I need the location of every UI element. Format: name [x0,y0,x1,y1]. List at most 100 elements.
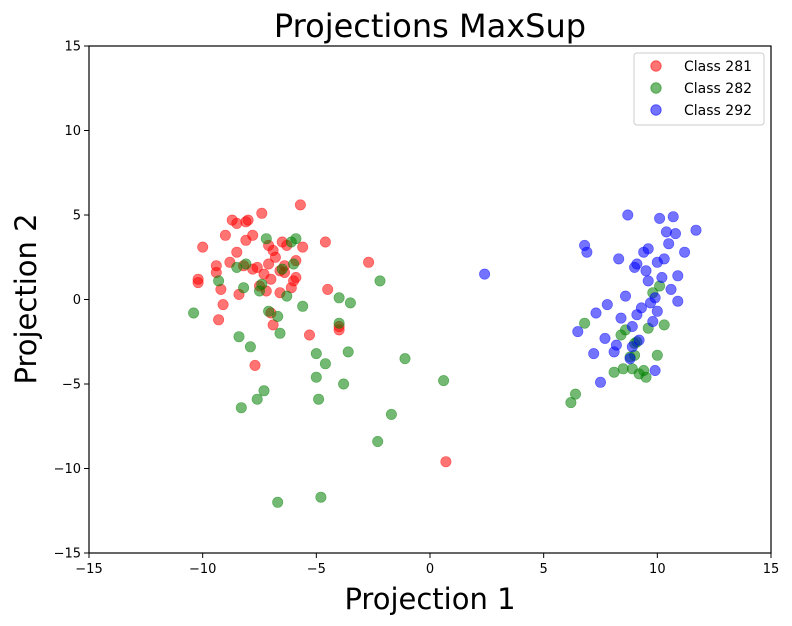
scatter-point [274,327,286,339]
legend-marker [650,82,662,94]
scatter-point [294,199,306,211]
scatter-point [651,305,663,317]
scatter-point [690,224,702,236]
scatter-point [313,393,325,405]
scatter-point [310,348,322,360]
scatter-point [333,317,345,329]
scatter-point [210,260,222,272]
scatter-point [579,317,591,329]
scatter-point [651,349,663,361]
legend-box [633,52,765,126]
scatter-point [440,456,452,468]
legend-marker [650,60,662,72]
scatter-point [265,273,277,285]
x-tick-label: −5 [307,562,326,577]
scatter-point [631,258,643,270]
scatter-point [249,359,261,371]
scatter-point [233,331,245,343]
scatter-point [260,233,272,245]
scatter-point [247,229,259,241]
scatter-point [310,371,322,383]
scatter-point [572,326,584,338]
scatter-point [363,256,375,268]
scatter-point [590,307,602,319]
scatter-point [219,229,231,241]
scatter-point [635,302,647,314]
series-class-281 [192,199,452,468]
scatter-point [660,226,672,238]
scatter-point [213,275,225,287]
scatter-point [569,388,581,400]
scatter-point [192,273,204,285]
x-axis-ticks: −15 −10 −5 0 5 10 15 [75,553,779,577]
scatter-point [656,271,668,283]
scatter-point [672,270,684,282]
y-tick-label: −5 [62,378,81,393]
plot-area-frame [88,45,772,554]
scatter-point [372,435,384,447]
x-tick-label: 0 [426,562,434,577]
scatter-point [601,299,613,311]
y-axis-label: Projection 2 [9,213,43,384]
scatter-point [479,268,491,280]
scatter-point [640,265,652,277]
scatter-point [342,346,354,358]
scatter-point [622,209,634,221]
scatter-point [231,246,243,258]
scatter-point [188,307,200,319]
scatter-point [399,353,411,365]
y-tick-label: 10 [64,124,81,139]
y-tick-label: 0 [73,293,81,308]
scatter-point [619,290,631,302]
x-tick-label: −15 [75,562,102,577]
scatter-point [667,211,679,223]
scatter-point [281,290,293,302]
x-tick-label: −10 [189,562,216,577]
scatter-point [242,214,254,226]
scatter-point [649,292,661,304]
scatter-point [610,339,622,351]
scatter-point [615,312,627,324]
chart-title: Projections MaxSup [274,7,586,45]
scatter-point [213,314,225,326]
scatter-point [319,236,331,248]
scatter-point [581,246,593,258]
scatter-point [640,371,652,383]
scatter-point [663,238,675,250]
scatter-point [594,376,606,388]
scatter-point [251,393,263,405]
scatter-point [217,299,229,311]
scatter-point [679,246,691,258]
scatter-point [297,241,309,253]
scatter-point [315,491,327,503]
scatter-point [256,278,268,290]
scatter-point [235,402,247,414]
scatter-point [244,341,256,353]
scatter-point [647,315,659,327]
scatter-point [267,319,279,331]
y-tick-label: −10 [54,462,81,477]
scatter-point [256,207,268,219]
scatter-point [276,263,288,275]
scatter-point [297,300,309,312]
scatter-point [626,320,638,332]
x-tick-label: 5 [540,562,548,577]
data-points [188,199,702,508]
scatter-point [642,243,654,255]
scatter-point [272,496,284,508]
scatter-point [288,258,300,270]
scatter-point [269,251,281,263]
scatter-point [626,341,638,353]
scatter-point [665,283,677,295]
scatter-point [658,319,670,331]
legend-label: Class 281 [684,59,752,75]
scatter-point [599,332,611,344]
x-axis-label: Projection 1 [344,582,515,616]
legend: Class 281 Class 282 Class 292 [633,52,765,126]
scatter-point [658,253,670,265]
legend-label: Class 292 [684,103,752,119]
scatter-point [438,375,450,387]
y-tick-label: 15 [64,40,81,55]
scatter-point [319,358,331,370]
